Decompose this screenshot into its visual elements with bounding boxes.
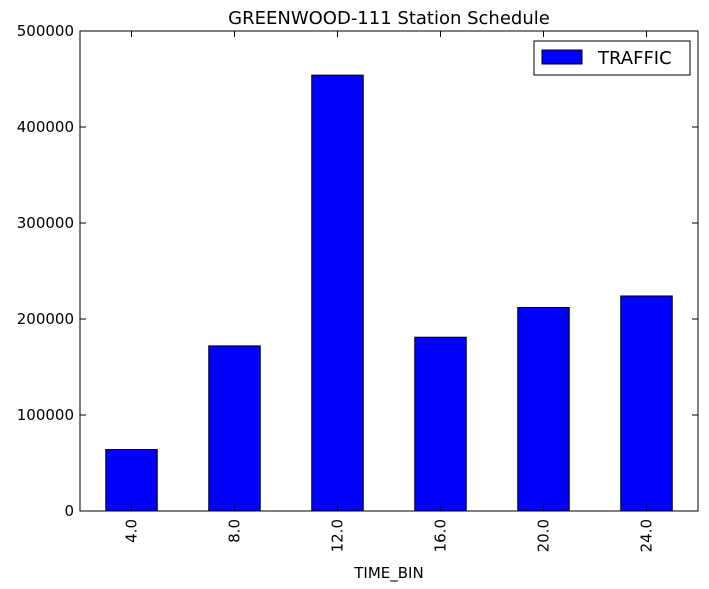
bar-4.0 [105,449,158,512]
y-tick-label: 500000 [17,22,74,40]
chart-title: GREENWOOD-111 Station Schedule [228,8,550,29]
bar-16.0 [414,336,467,512]
x-axis: 4.0 8.0 12.0 16.0 20.0 24.0 [123,31,656,552]
y-tick-label: 400000 [17,118,74,136]
x-tick-label-4.0: 4.0 [123,519,141,543]
bars-layer [105,74,673,512]
legend-label-traffic: TRAFFIC [597,48,672,69]
y-tick-label: 100000 [17,406,74,424]
y-tick-label: 0 [64,502,74,520]
plot-frame [79,30,699,512]
legend-swatch [541,49,583,65]
x-tick-label-24.0: 24.0 [638,519,656,552]
y-tick-label: 300000 [17,214,74,232]
legend: TRAFFIC [533,40,691,76]
x-tick-label-12.0: 12.0 [329,519,347,552]
bar-8.0 [208,345,261,512]
x-tick-label-20.0: 20.0 [535,519,553,552]
x-tick-label-8.0: 8.0 [226,519,244,543]
bar-12.0 [311,74,364,512]
y-axis: 0 100000 200000 300000 400000 500000 [17,22,698,520]
y-tick-label: 200000 [17,310,74,328]
bar-24.0 [620,295,673,512]
x-axis-label: TIME_BIN [353,564,423,583]
bar-20.0 [517,306,570,512]
x-tick-label-16.0: 16.0 [432,519,450,552]
